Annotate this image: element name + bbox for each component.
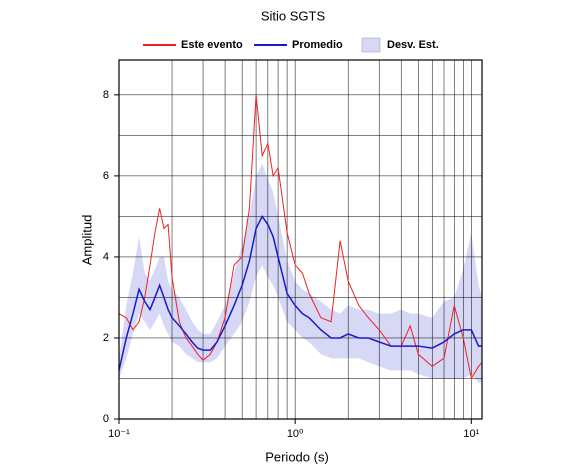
std-band: [119, 163, 482, 383]
y-tick-label: 2: [103, 332, 109, 344]
series-line: [118, 94, 483, 380]
x-tick-label: 10¹: [463, 428, 479, 440]
x-tick-label: 10⁰: [287, 428, 304, 440]
legend-label: Este evento: [181, 39, 243, 51]
y-tick-label: 8: [103, 89, 109, 101]
legend-swatch: [361, 37, 381, 53]
chart-title: Sitio SGTS: [261, 8, 326, 23]
series-line: [118, 214, 482, 371]
y-axis-title: Amplitud: [79, 215, 94, 266]
x-axis-title: Periodo (s): [265, 449, 329, 464]
x-tick-label: 10⁻¹: [108, 428, 130, 440]
y-tick-label: 6: [103, 170, 109, 182]
legend-label: Promedio: [292, 39, 343, 51]
y-tick-label: 0: [103, 413, 109, 425]
y-tick-label: 4: [103, 251, 109, 263]
legend-label: Desv. Est.: [387, 39, 439, 51]
plot-frame: [118, 59, 483, 420]
